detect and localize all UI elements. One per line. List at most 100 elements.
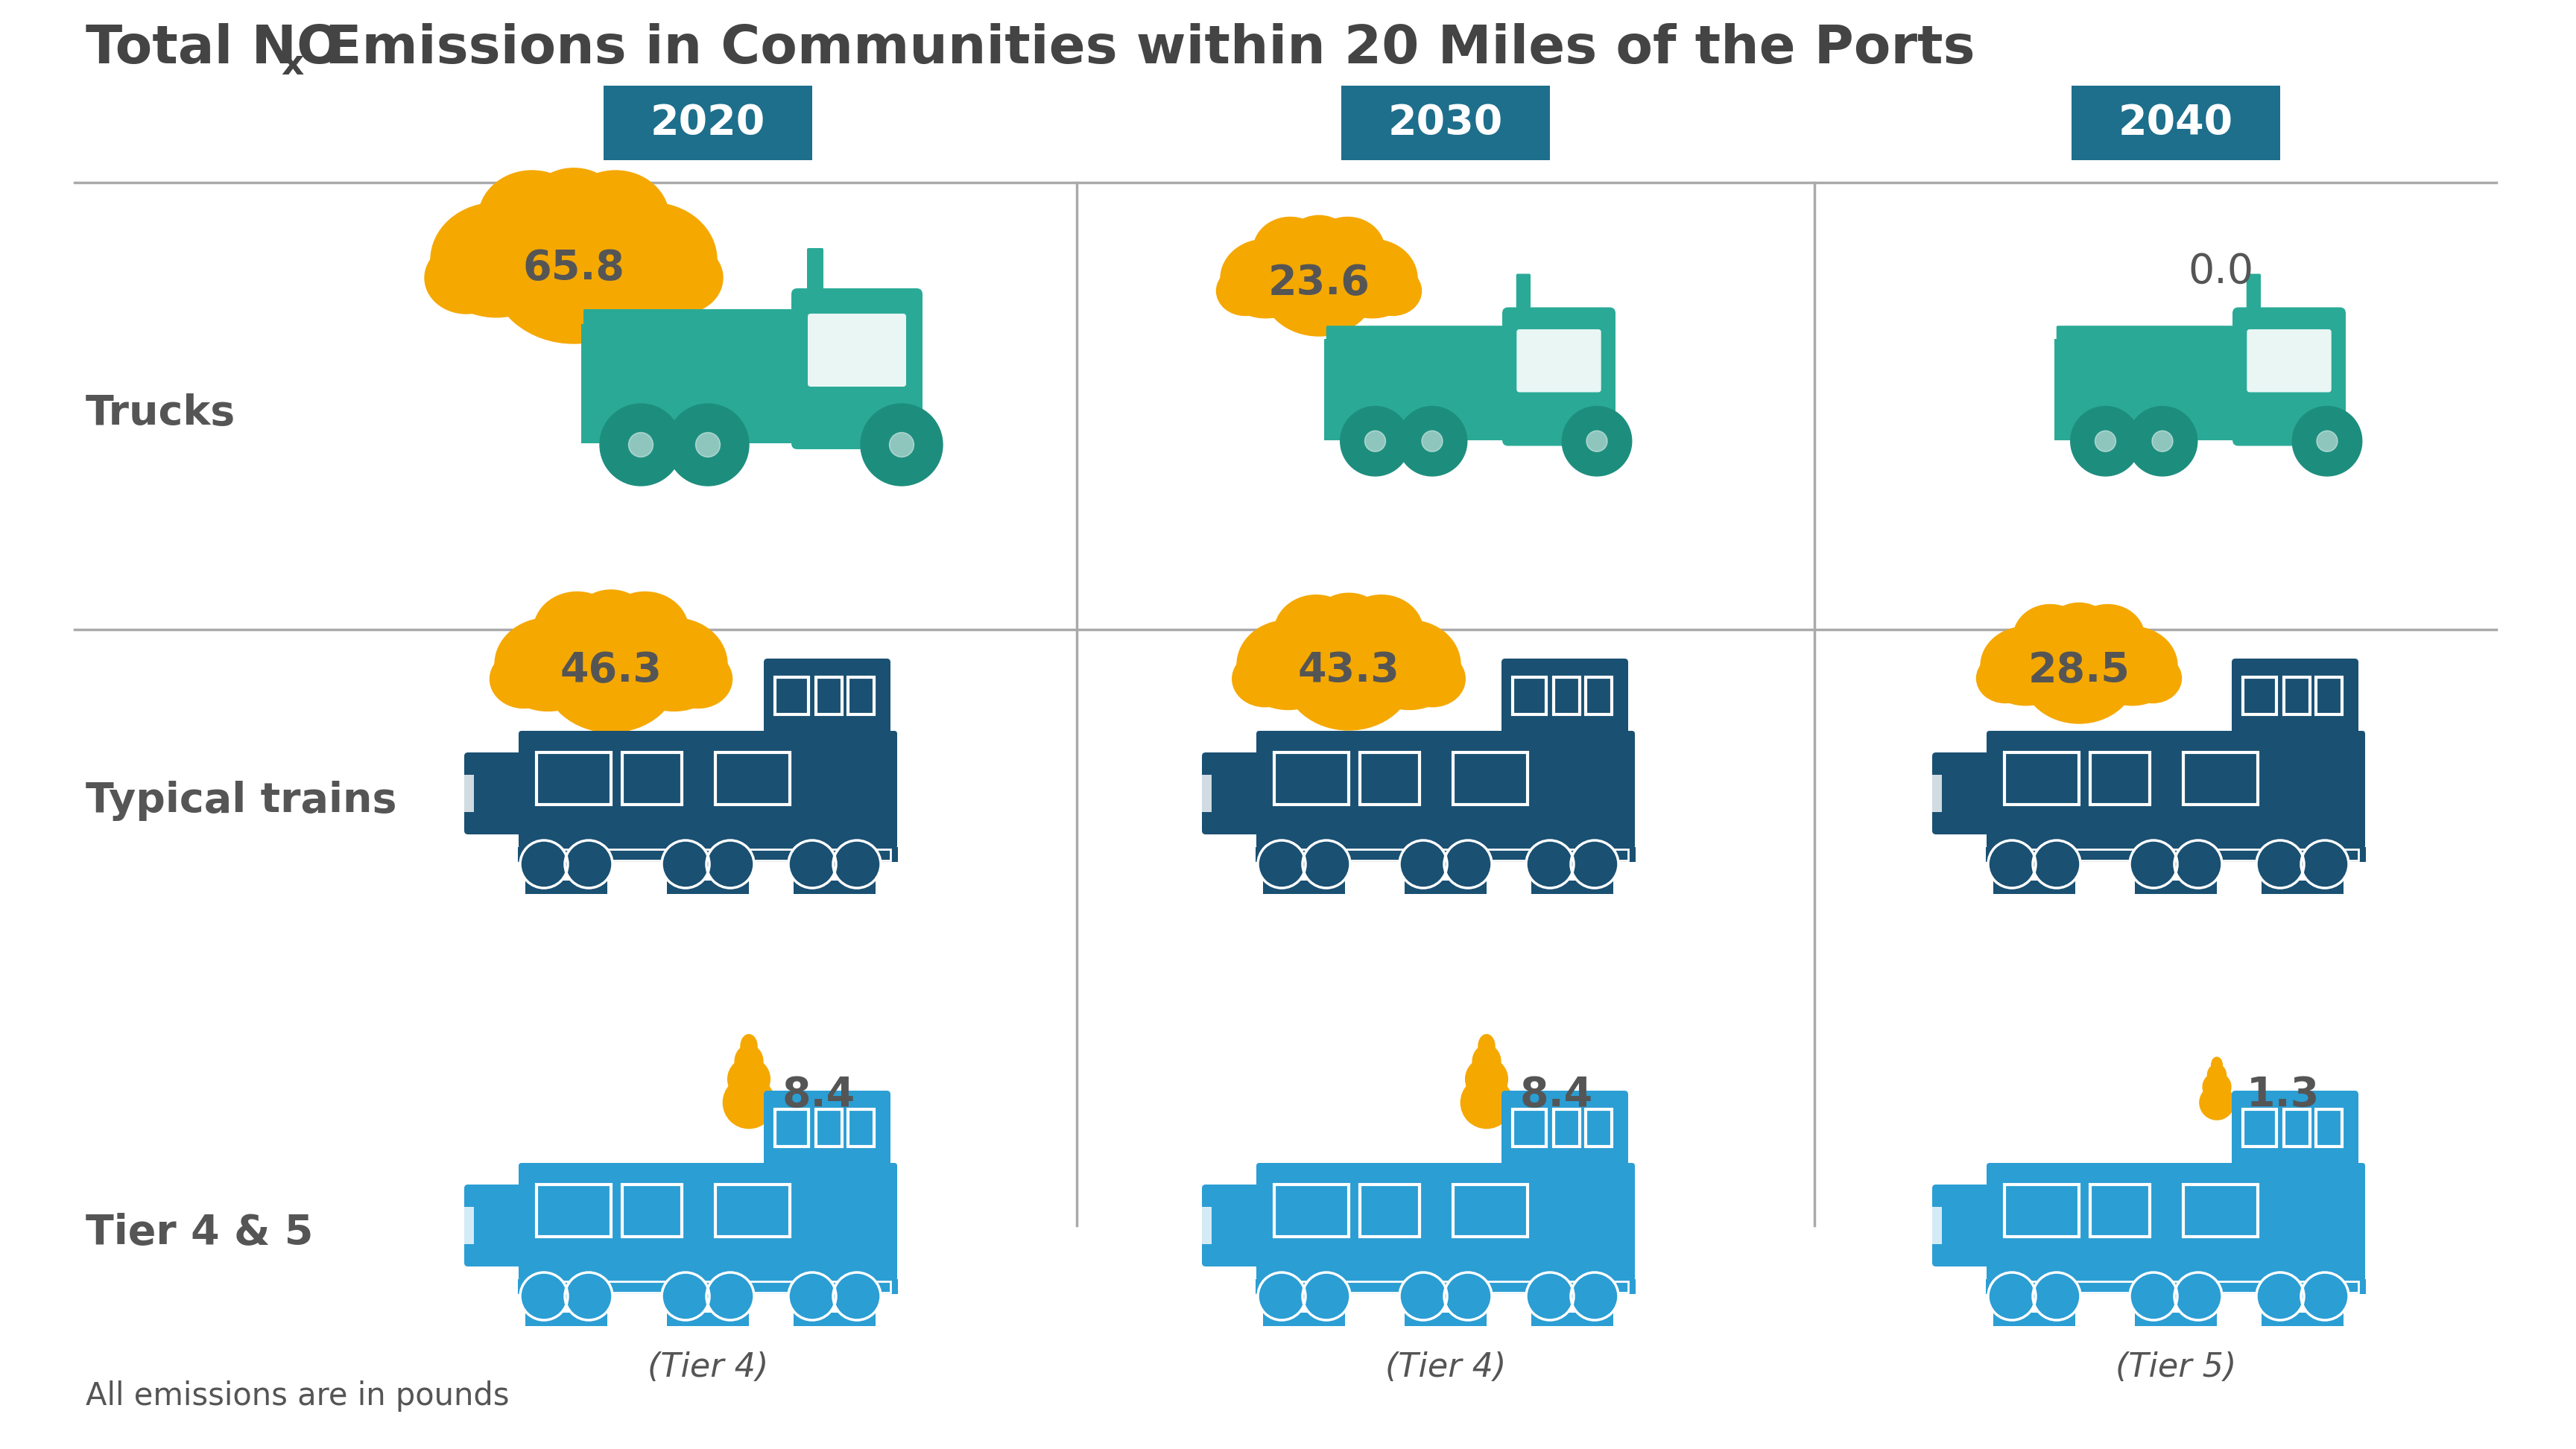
Ellipse shape [724, 1077, 775, 1129]
Ellipse shape [2257, 1272, 2303, 1320]
Ellipse shape [1399, 1272, 1448, 1320]
Ellipse shape [1293, 642, 1404, 726]
FancyBboxPatch shape [2056, 326, 2257, 341]
Ellipse shape [425, 242, 507, 313]
FancyBboxPatch shape [1517, 329, 1602, 393]
FancyBboxPatch shape [518, 1279, 899, 1294]
Text: (Tier 4): (Tier 4) [1386, 1350, 1507, 1382]
Ellipse shape [2130, 1272, 2177, 1320]
Ellipse shape [1561, 406, 1631, 477]
Ellipse shape [2210, 1058, 2223, 1072]
Ellipse shape [520, 840, 567, 888]
Ellipse shape [2128, 406, 2197, 477]
Ellipse shape [2022, 625, 2136, 723]
Ellipse shape [2316, 430, 2336, 452]
FancyBboxPatch shape [1994, 1313, 2076, 1326]
Text: 28.5: 28.5 [2027, 651, 2130, 691]
Ellipse shape [729, 1058, 770, 1100]
FancyBboxPatch shape [1257, 1164, 1636, 1281]
Text: (Tier 5): (Tier 5) [2115, 1350, 2236, 1382]
Ellipse shape [2071, 604, 2146, 669]
FancyBboxPatch shape [1932, 752, 1999, 835]
Ellipse shape [1571, 840, 1618, 888]
Ellipse shape [2200, 1085, 2233, 1120]
Ellipse shape [1445, 1272, 1492, 1320]
Ellipse shape [2087, 626, 2177, 706]
Ellipse shape [600, 591, 688, 669]
FancyBboxPatch shape [2231, 658, 2360, 740]
Ellipse shape [2293, 406, 2362, 477]
Ellipse shape [1221, 239, 1311, 317]
Ellipse shape [1571, 1272, 1618, 1320]
FancyBboxPatch shape [762, 1091, 891, 1172]
Ellipse shape [1283, 619, 1414, 730]
FancyBboxPatch shape [1342, 85, 1551, 161]
Text: Trucks: Trucks [85, 393, 234, 433]
Ellipse shape [1396, 406, 1466, 477]
FancyBboxPatch shape [1517, 274, 1530, 314]
FancyBboxPatch shape [2246, 329, 2331, 393]
FancyBboxPatch shape [1198, 1207, 1211, 1245]
Ellipse shape [1358, 620, 1461, 710]
FancyBboxPatch shape [1929, 775, 1942, 811]
Ellipse shape [1365, 430, 1386, 452]
Text: 23.6: 23.6 [1267, 262, 1370, 303]
Ellipse shape [2014, 604, 2087, 669]
Ellipse shape [479, 171, 585, 267]
FancyBboxPatch shape [1324, 339, 1528, 440]
Text: All emissions are in pounds: All emissions are in pounds [85, 1381, 510, 1411]
Ellipse shape [2208, 1064, 2226, 1087]
FancyBboxPatch shape [1255, 1279, 1636, 1294]
Ellipse shape [1303, 1272, 1350, 1320]
FancyBboxPatch shape [667, 1313, 750, 1326]
Text: 65.8: 65.8 [523, 248, 626, 288]
Ellipse shape [662, 840, 708, 888]
Ellipse shape [2071, 406, 2141, 477]
Ellipse shape [526, 168, 621, 252]
Ellipse shape [1399, 840, 1448, 888]
Ellipse shape [1270, 258, 1368, 332]
Ellipse shape [1466, 1058, 1507, 1100]
Text: 0.0: 0.0 [2187, 252, 2254, 293]
Ellipse shape [1340, 406, 1409, 477]
Ellipse shape [2094, 430, 2115, 452]
FancyBboxPatch shape [1257, 730, 1636, 849]
FancyBboxPatch shape [1986, 1279, 2365, 1294]
Ellipse shape [1285, 216, 1352, 272]
FancyBboxPatch shape [2262, 1313, 2344, 1326]
Ellipse shape [2174, 840, 2223, 888]
Ellipse shape [1262, 238, 1376, 336]
Ellipse shape [665, 651, 732, 709]
FancyBboxPatch shape [2231, 1091, 2360, 1172]
Text: 2040: 2040 [2117, 103, 2233, 143]
Ellipse shape [1255, 217, 1327, 283]
Ellipse shape [2102, 668, 2146, 704]
Ellipse shape [2030, 646, 2128, 719]
Ellipse shape [1373, 668, 1427, 709]
FancyBboxPatch shape [464, 752, 531, 835]
Ellipse shape [2202, 1072, 2231, 1101]
Ellipse shape [585, 203, 716, 317]
FancyBboxPatch shape [1198, 775, 1211, 811]
FancyBboxPatch shape [1203, 1184, 1270, 1266]
Ellipse shape [531, 668, 585, 710]
FancyBboxPatch shape [762, 658, 891, 740]
Text: 8.4: 8.4 [1520, 1075, 1592, 1116]
Ellipse shape [1252, 281, 1296, 317]
Ellipse shape [706, 1272, 755, 1320]
Text: 1.3: 1.3 [2246, 1075, 2321, 1116]
Ellipse shape [639, 242, 724, 313]
Ellipse shape [1216, 267, 1275, 316]
FancyBboxPatch shape [2071, 85, 2280, 161]
Ellipse shape [2012, 668, 2056, 704]
Ellipse shape [1525, 1272, 1574, 1320]
Text: Emissions in Communities within 20 Miles of the Ports: Emissions in Communities within 20 Miles… [307, 23, 1976, 74]
FancyBboxPatch shape [1404, 881, 1486, 894]
Ellipse shape [564, 1272, 613, 1320]
Ellipse shape [629, 432, 654, 456]
Ellipse shape [474, 264, 541, 316]
Ellipse shape [706, 840, 755, 888]
Ellipse shape [1981, 626, 2071, 706]
FancyBboxPatch shape [1530, 881, 1613, 894]
Ellipse shape [662, 1272, 708, 1320]
